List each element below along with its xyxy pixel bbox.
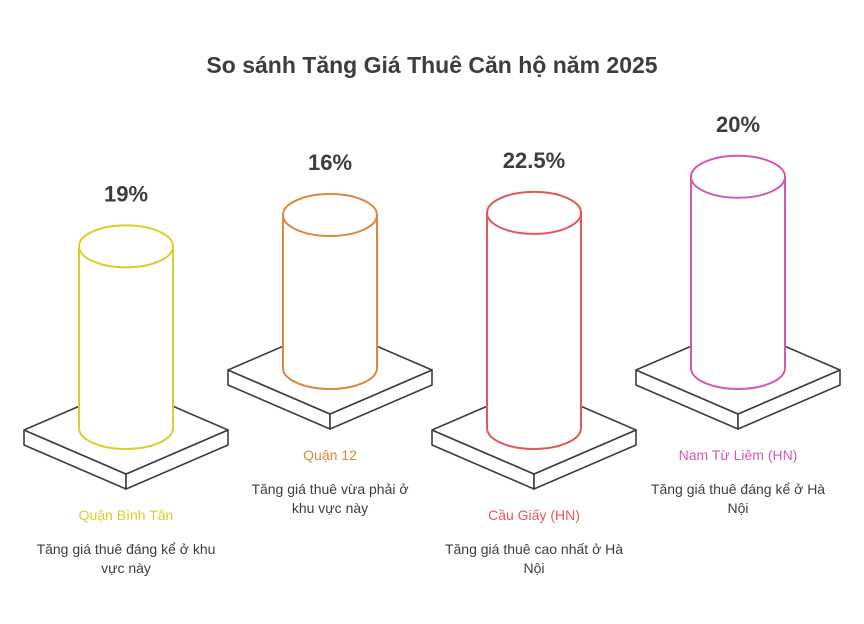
cylinder-quan-binh-tan bbox=[78, 245, 174, 450]
label-nam-tu-liem: Nam Từ Liêm (HN) bbox=[678, 447, 798, 463]
value-label-quan-binh-tan: 19% bbox=[104, 181, 148, 206]
desc-nam-tu-liem: Tăng giá thuê đáng kể ở Hà Nội bbox=[650, 481, 826, 516]
value-label-nam-tu-liem: 20% bbox=[716, 112, 760, 137]
desc-cau-giay: Tăng giá thuê cao nhất ở Hà Nội bbox=[444, 541, 624, 576]
cylinder-group-nam-tu-liem: 20% bbox=[635, 112, 841, 430]
desc-quan-binh-tan: Tăng giá thuê đáng kể ở khu vực này bbox=[36, 541, 216, 576]
label-quan-12: Quận 12 bbox=[303, 447, 357, 463]
cylinder-top-quan-12 bbox=[282, 193, 378, 238]
label-cau-giay: Cầu Giấy (HN) bbox=[488, 507, 580, 523]
cylinder-nam-tu-liem bbox=[690, 175, 786, 390]
cylinder-quan-12 bbox=[282, 214, 378, 390]
cylinder-top-nam-tu-liem bbox=[690, 154, 786, 199]
cylinder-group-quan-binh-tan: 19% bbox=[23, 181, 229, 490]
desc-quan-12: Tăng giá thuê vừa phải ở khu vực này bbox=[251, 481, 409, 516]
cylinder-top-quan-binh-tan bbox=[78, 224, 174, 269]
cylinder-group-cau-giay: 22.5% bbox=[431, 148, 637, 490]
chart-title: So sánh Tăng Giá Thuê Căn hộ năm 2025 bbox=[206, 52, 658, 78]
value-label-quan-12: 16% bbox=[308, 150, 352, 175]
value-label-cau-giay: 22.5% bbox=[503, 148, 565, 173]
label-quan-binh-tan: Quận Bình Tân bbox=[78, 507, 174, 523]
cylinder-group-quan-12: 16% bbox=[227, 150, 433, 430]
cylinder-cau-giay bbox=[486, 211, 582, 450]
cylinder-top-cau-giay bbox=[486, 190, 582, 235]
